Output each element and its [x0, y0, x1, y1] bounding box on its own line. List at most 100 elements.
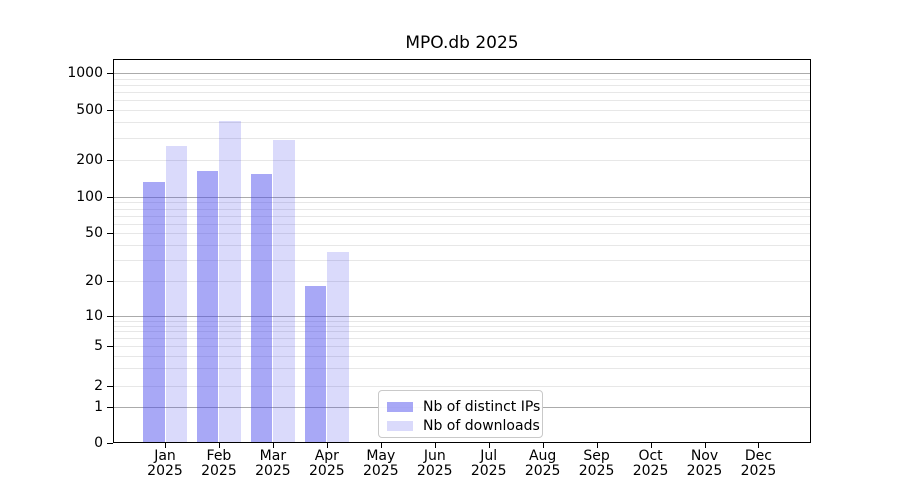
legend-swatch-distinct-ips [387, 401, 413, 412]
gridline-minor [113, 202, 811, 204]
x-tick-label: Sep 2025 [557, 449, 637, 479]
gridline-minor [113, 259, 811, 261]
gridline-minor [113, 386, 811, 387]
x-tick-label: May 2025 [341, 449, 421, 479]
legend-entry: Nb of downloads [387, 416, 540, 435]
legend: Nb of distinct IPs Nb of downloads [378, 390, 543, 438]
gridline-minor [113, 338, 811, 340]
x-tick-label-year: 2025 [578, 463, 615, 479]
plot-area [113, 59, 811, 443]
x-tick-label-year: 2025 [201, 463, 237, 479]
x-tick-label: Dec 2025 [718, 449, 798, 479]
x-tick [542, 443, 544, 448]
gridline-major [113, 197, 811, 198]
x-tick-label-year: 2025 [255, 463, 291, 479]
gridline-minor [113, 281, 811, 282]
bar-distinct-ips-feb [196, 170, 219, 443]
x-tick-label: Jan 2025 [125, 449, 205, 479]
chart-title: MPO.db 2025 [405, 33, 519, 53]
x-tick-label-year: 2025 [470, 463, 507, 479]
y-tick-label: 10 [85, 308, 103, 324]
x-tick [704, 443, 706, 448]
y-tick-label: 500 [76, 101, 103, 118]
x-tick-label-month: Jun [423, 448, 446, 464]
x-tick-label: Nov 2025 [665, 449, 745, 479]
x-tick-label: Mar 2025 [233, 449, 313, 479]
bar-distinct-ips-jan [143, 182, 165, 443]
x-tick-label-year: 2025 [147, 463, 183, 479]
x-tick-label-month: Apr [314, 448, 339, 464]
gridline-minor [113, 331, 811, 333]
x-tick-label: Apr 2025 [287, 449, 367, 479]
legend-swatch-downloads [387, 420, 413, 431]
legend-label: Nb of distinct IPs [423, 398, 541, 415]
x-tick [488, 443, 490, 448]
y-tick-label: 1000 [67, 65, 103, 81]
x-tick-label-year: 2025 [524, 463, 561, 479]
gridline-minor [113, 99, 811, 101]
gridline-minor [113, 215, 811, 217]
y-tick [107, 316, 113, 317]
y-tick [107, 346, 113, 347]
x-tick-label-month: Feb [206, 448, 232, 464]
y-tick [107, 160, 113, 161]
x-tick-label-month: Sep [583, 448, 610, 464]
gridline-minor [113, 320, 811, 322]
y-tick-label: 100 [76, 189, 103, 205]
x-tick [165, 443, 166, 448]
y-tick [107, 407, 113, 408]
x-tick [380, 443, 382, 448]
gridline-minor [113, 208, 811, 210]
x-tick-label-year: 2025 [309, 463, 345, 479]
x-tick-label: Aug 2025 [503, 449, 583, 479]
y-tick [107, 197, 113, 198]
x-tick-label: Jul 2025 [449, 449, 529, 479]
gridline-minor [113, 137, 811, 139]
x-tick [218, 443, 220, 448]
gridline-minor [113, 121, 811, 123]
gridline-minor [113, 233, 811, 234]
gridline-minor [113, 346, 811, 347]
gridline-minor [113, 78, 811, 80]
gridline-minor [113, 109, 811, 111]
x-tick-label-year: 2025 [740, 463, 777, 479]
gridline-minor [113, 160, 811, 161]
x-tick-label: Oct 2025 [611, 449, 691, 479]
y-tick-label: 200 [76, 152, 103, 168]
gridline-major [113, 316, 811, 317]
y-tick [107, 109, 113, 111]
bar-distinct-ips-mar [250, 174, 273, 443]
bar-downloads-mar [273, 139, 295, 443]
x-tick-label: Jun 2025 [395, 449, 475, 479]
x-tick [326, 443, 328, 448]
gridline-minor [113, 368, 811, 370]
x-tick [650, 443, 652, 448]
x-tick-label-month: Nov [690, 448, 719, 464]
y-tick [107, 281, 113, 282]
gridline-minor [113, 91, 811, 93]
x-tick-label-year: 2025 [416, 463, 453, 479]
x-tick-label-year: 2025 [362, 463, 399, 479]
y-tick-label: 5 [94, 338, 103, 354]
gridline-minor [113, 244, 811, 246]
x-tick [272, 443, 274, 448]
y-tick-label: 1 [94, 399, 103, 415]
x-tick-label-month: May [366, 448, 396, 464]
bar-downloads-jan [165, 146, 187, 443]
y-tick [107, 233, 113, 234]
gridline-minor [113, 84, 811, 86]
x-tick-label: Feb 2025 [179, 449, 259, 479]
y-tick [107, 386, 113, 387]
bar-distinct-ips-apr [304, 286, 327, 443]
y-tick [107, 443, 113, 444]
x-tick-label-month: Jan [154, 448, 176, 464]
gridline-minor [113, 223, 811, 225]
y-tick [107, 73, 113, 74]
x-tick [758, 443, 760, 448]
x-tick-label-year: 2025 [686, 463, 723, 479]
x-tick-label-month: Aug [528, 448, 557, 464]
x-tick-label-month: Jul [480, 448, 498, 464]
x-tick-label-month: Dec [744, 448, 772, 464]
legend-label: Nb of downloads [423, 417, 540, 434]
